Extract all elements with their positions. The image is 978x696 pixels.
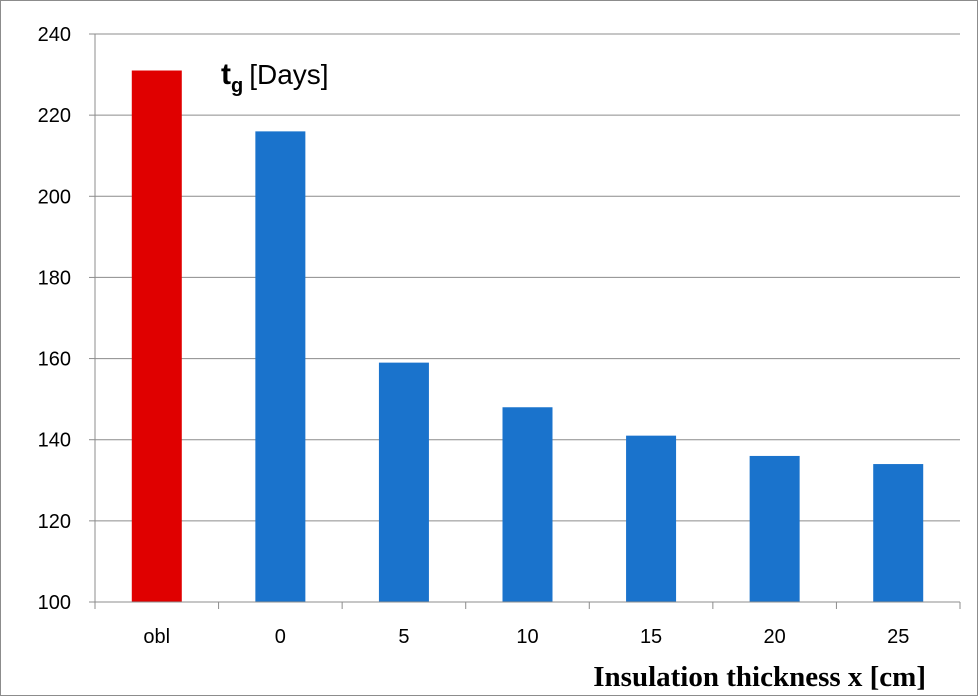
y-tick-label: 220 <box>38 105 71 127</box>
x-tick-label: 20 <box>764 626 786 648</box>
bar-20 <box>750 456 800 602</box>
y-tick-label: 100 <box>38 592 71 614</box>
y-tick-label: 200 <box>38 186 71 208</box>
x-tick-label: 25 <box>887 626 909 648</box>
chart-title-unit: [Days] <box>249 59 328 90</box>
bar-10 <box>503 407 553 602</box>
x-tick-label: 0 <box>275 626 286 648</box>
bar-25 <box>873 464 923 602</box>
bar-5 <box>379 363 429 602</box>
x-tick-label: obl <box>143 626 170 648</box>
bar-0 <box>255 131 305 602</box>
y-tick-label: 120 <box>38 511 71 533</box>
y-tick-label: 140 <box>38 430 71 452</box>
bars <box>132 71 923 602</box>
y-tick-label: 160 <box>38 349 71 371</box>
y-tick-label: 240 <box>38 24 71 46</box>
y-axis-ticks: 100 120 140 160 180 200 220 240 <box>38 24 95 614</box>
x-tick-label: 10 <box>516 626 538 648</box>
chart-title-symbol: t <box>221 58 231 91</box>
chart-title: tg [Days] <box>221 58 329 97</box>
chart-title-subscript: g <box>231 75 243 97</box>
x-axis-label: Insulation thickness x [cm] <box>593 661 926 693</box>
bar-obl <box>132 71 182 602</box>
x-tick-label: 15 <box>640 626 662 648</box>
y-tick-label: 180 <box>38 267 71 289</box>
x-axis-ticks: obl 0 5 10 15 20 25 <box>95 602 960 648</box>
x-tick-label: 5 <box>398 626 409 648</box>
bar-15 <box>626 436 676 602</box>
